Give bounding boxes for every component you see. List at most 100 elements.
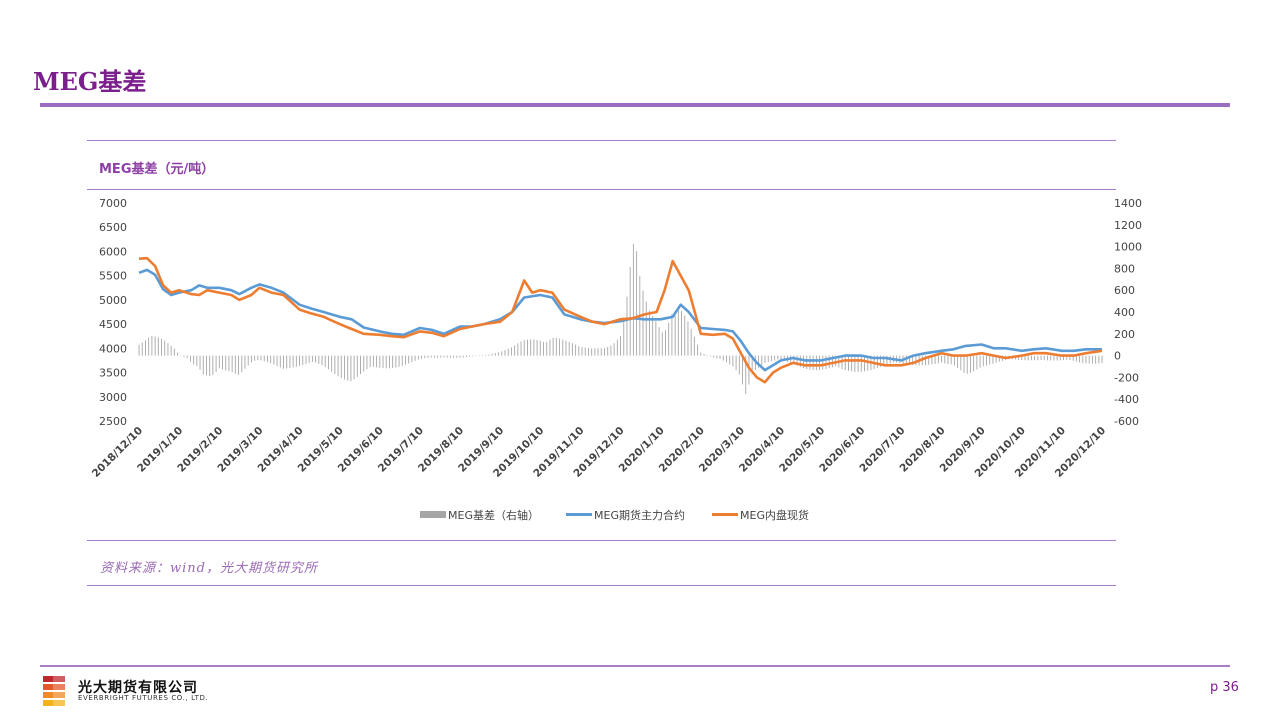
basis-bar (1069, 355, 1071, 360)
basis-bar (613, 343, 615, 356)
basis-bar (684, 315, 686, 356)
basis-bar (199, 355, 201, 370)
basis-bar (796, 355, 798, 366)
basis-bar (864, 355, 865, 372)
basis-bar (283, 355, 284, 369)
basis-bar (719, 355, 721, 359)
basis-bar (263, 355, 265, 362)
basis-bar (337, 355, 339, 377)
basis-bar (1021, 355, 1023, 361)
basis-bar (928, 355, 930, 365)
legend-swatch (420, 511, 446, 518)
basis-bar (376, 355, 378, 368)
basis-bar (1098, 355, 1100, 364)
basis-bar (421, 355, 422, 359)
y-left-tick-label: 2500 (99, 415, 127, 428)
basis-bar (1101, 355, 1103, 364)
basis-bar (478, 355, 480, 356)
basis-bar (931, 355, 933, 365)
basis-bar (363, 355, 365, 372)
basis-bar (292, 355, 294, 368)
basis-bar (886, 355, 888, 365)
basis-bar (151, 335, 153, 356)
basis-bar (774, 355, 776, 361)
basis-bar (209, 355, 211, 377)
basis-bar (982, 355, 984, 367)
basis-bar (780, 355, 782, 360)
basis-bar (568, 341, 570, 356)
basis-bar (241, 355, 243, 373)
basis-bar (138, 344, 140, 356)
basis-bar (735, 355, 737, 371)
basis-bar (482, 355, 483, 356)
basis-bar (745, 355, 747, 395)
basis-bar (950, 355, 952, 365)
basis-bar (693, 336, 695, 356)
basis-bar (295, 355, 297, 367)
basis-bar (276, 355, 278, 366)
basis-bar (302, 355, 304, 365)
basis-bar (154, 336, 156, 356)
basis-bar (533, 339, 535, 356)
y-left-tick-label: 6500 (99, 221, 127, 234)
basis-bar (148, 337, 150, 356)
basis-bar (851, 355, 853, 372)
basis-bar (783, 355, 785, 361)
basis-bar (356, 355, 358, 377)
basis-bar (177, 352, 179, 356)
basis-bar (969, 355, 971, 373)
basis-bar (709, 355, 711, 357)
basis-bar (305, 355, 307, 364)
basis-bar (1030, 355, 1032, 361)
basis-bar (164, 340, 166, 356)
basis-bar (1075, 355, 1077, 362)
basis-bar (1063, 355, 1064, 361)
basis-bar (427, 355, 429, 358)
basis-bar (966, 355, 968, 374)
basis-bar (395, 355, 397, 368)
basis-bar (867, 355, 869, 371)
basis-bar (273, 355, 275, 365)
basis-bar (238, 355, 240, 375)
basis-bar (1024, 355, 1026, 361)
basis-bar (559, 338, 561, 356)
basis-bar (347, 355, 349, 381)
basis-bar (925, 355, 926, 366)
basis-bar (196, 355, 198, 366)
basis-bar (581, 347, 583, 356)
basis-bar (806, 355, 808, 370)
basis-bar (360, 355, 361, 375)
basis-bar (270, 355, 272, 364)
basis-bar (803, 355, 804, 369)
basis-bar (222, 355, 223, 370)
basis-bar (941, 355, 942, 363)
basis-bar (462, 355, 464, 358)
basis-bar (1027, 355, 1029, 361)
basis-bar (819, 355, 821, 371)
basis-bar (799, 355, 801, 368)
basis-bar (706, 355, 708, 356)
basis-bar (539, 340, 541, 356)
basis-bar (854, 355, 856, 372)
spot-line (138, 256, 1103, 384)
basis-bar (549, 339, 551, 356)
basis-bar (334, 355, 336, 375)
basis-bar (366, 355, 368, 370)
futures-line (138, 268, 1102, 372)
basis-bar (575, 344, 577, 356)
basis-bar (793, 355, 795, 365)
basis-bar (536, 340, 538, 356)
basis-bar (440, 355, 442, 358)
basis-bar (424, 355, 426, 359)
basis-bar (620, 335, 621, 356)
basis-bar (514, 345, 516, 356)
basis-bar (616, 339, 618, 356)
basis-bar (472, 355, 474, 357)
basis-bar (494, 353, 496, 356)
basis-bar (934, 355, 936, 364)
basis-bar (963, 355, 965, 373)
y-right-tick-label: -400 (1114, 393, 1139, 406)
basis-bar (257, 355, 259, 361)
basis-bar (1056, 355, 1058, 361)
basis-bar (761, 355, 763, 366)
